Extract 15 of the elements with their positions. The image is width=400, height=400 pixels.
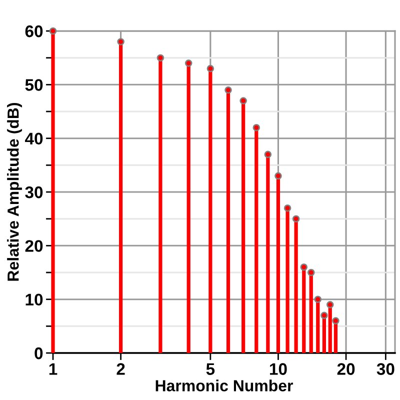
y-axis-title: Relative Amplitude (dB) bbox=[7, 103, 22, 281]
x-tick-label: 1 bbox=[49, 363, 58, 375]
y-tick-label: 20 bbox=[25, 240, 43, 252]
y-tick-label: 60 bbox=[25, 25, 43, 38]
y-tick-label: 30 bbox=[25, 186, 43, 198]
y-tick-label: 10 bbox=[26, 294, 43, 306]
x-tick-label: 20 bbox=[337, 363, 355, 375]
y-tick-label: 50 bbox=[25, 79, 43, 91]
x-tick-label: 10 bbox=[270, 363, 287, 375]
y-tick-label: 40 bbox=[24, 132, 43, 145]
x-axis-title: Harmonic Number bbox=[156, 380, 293, 392]
x-tick-label: 30 bbox=[376, 363, 394, 375]
y-tick-label: 0 bbox=[34, 347, 43, 360]
x-tick-label: 5 bbox=[206, 363, 215, 375]
x-tick-label: 2 bbox=[116, 363, 125, 375]
